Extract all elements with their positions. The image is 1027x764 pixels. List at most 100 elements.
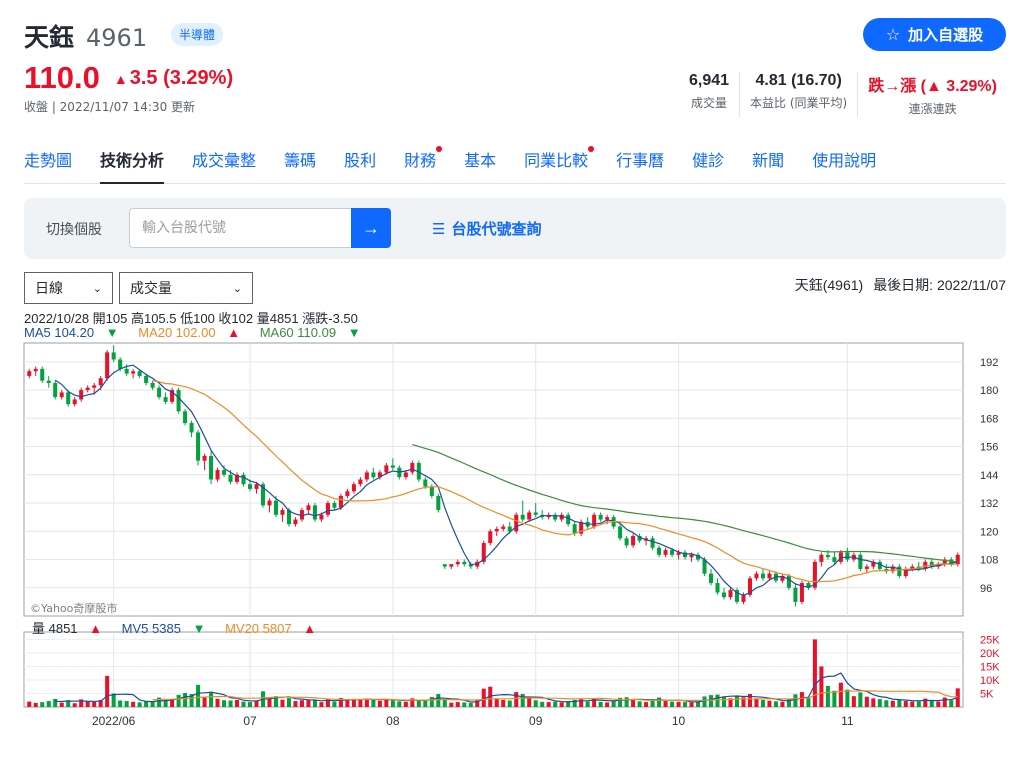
tab-health[interactable]: 健診	[692, 151, 725, 170]
candle-body	[514, 514, 519, 532]
volume-bar	[475, 699, 480, 707]
volume-bar	[494, 698, 499, 707]
tab-peer[interactable]: 同業比較	[524, 146, 595, 184]
candle-body	[572, 524, 577, 534]
candle-body	[267, 500, 272, 506]
volume-bar	[929, 699, 934, 707]
volume-bar	[105, 675, 110, 707]
candle-body	[403, 472, 408, 478]
volume-bar	[936, 701, 941, 707]
candle-body	[163, 397, 168, 402]
price-change-value: 3.5 (3.29%)	[129, 66, 234, 89]
volume-bar	[455, 702, 460, 707]
price-tick-label: 144	[980, 470, 998, 482]
period-select[interactable]: 日線 ⌄	[24, 272, 113, 304]
price-tick-label: 192	[980, 357, 998, 369]
stock-search-input[interactable]	[129, 208, 351, 248]
go-button[interactable]: →	[351, 208, 391, 248]
candle-body	[390, 465, 395, 468]
candle-body	[910, 566, 915, 569]
price-tick-label: 120	[980, 526, 998, 538]
candle-body	[442, 564, 447, 567]
candle-body	[501, 526, 506, 529]
candle-body	[247, 484, 253, 489]
tab-trend[interactable]: 走勢圖	[24, 151, 73, 170]
mv20-legend: MV20 5807 ▲	[225, 621, 324, 636]
candle-body	[286, 510, 291, 525]
volume-bar	[598, 701, 603, 707]
list-icon: ☰	[432, 219, 446, 238]
candle-body	[40, 368, 45, 381]
volume-bar	[611, 700, 616, 707]
volume-bar	[397, 701, 402, 707]
volume-bar	[741, 697, 746, 707]
down-triangle-icon: ▼	[347, 325, 361, 340]
volume-bar	[786, 699, 791, 707]
volume-bar	[46, 701, 51, 707]
candle-body	[144, 375, 149, 384]
volume-bar	[137, 702, 142, 707]
sector-badge[interactable]: 半導體	[171, 23, 224, 46]
ma60-legend: MA60 110.09 ▼	[260, 325, 369, 340]
price-tick-label: 132	[980, 498, 998, 510]
tab-calendar[interactable]: 行事曆	[616, 151, 665, 170]
candle-body	[384, 465, 389, 473]
volume-tick-label: 10K	[980, 675, 1000, 687]
volume-bar	[553, 701, 558, 707]
tab-peer-label: 同業比較	[524, 151, 589, 170]
candle-body	[312, 505, 317, 520]
tab-dividend[interactable]: 股利	[344, 151, 377, 170]
indicator-value: 成交量	[130, 281, 172, 297]
candle-body	[46, 380, 51, 384]
code-lookup-link[interactable]: ☰ 台股代號查詢	[432, 218, 541, 239]
volume-bar	[273, 696, 278, 707]
volume-bar	[624, 697, 629, 707]
tab-technical[interactable]: 技術分析	[100, 150, 165, 184]
tab-chips[interactable]: 籌碼	[284, 151, 317, 170]
tab-basic[interactable]: 基本	[464, 151, 497, 170]
volume-value: 量 4851	[32, 621, 78, 636]
candle-body	[579, 521, 584, 534]
candle-body	[293, 519, 298, 525]
tab-financial[interactable]: 財務	[404, 146, 443, 184]
volume-bar	[644, 702, 649, 707]
candle-body	[150, 383, 155, 388]
tab-trades[interactable]: 成交彙整	[192, 151, 257, 170]
candle-body	[429, 486, 434, 496]
volume-bar	[319, 702, 324, 707]
candle-body	[319, 514, 324, 520]
volume-bar	[488, 686, 493, 707]
volume-tick-label: 25K	[980, 634, 1000, 646]
candle-body	[111, 352, 116, 360]
x-tick-label: 11	[841, 714, 854, 728]
volume-bar	[358, 699, 363, 707]
volume-bar	[897, 699, 902, 707]
tab-help[interactable]: 使用說明	[812, 151, 877, 170]
candle-body	[520, 514, 525, 520]
volume-bar	[514, 692, 519, 707]
volume-bar	[429, 696, 434, 707]
volume-bar	[734, 695, 740, 707]
chart-stock-label: 天鈺(4961)	[794, 277, 864, 293]
candle-body	[176, 390, 181, 412]
add-watchlist-label: 加入自選股	[908, 26, 984, 44]
stats-panel: 6,941 成交量 4.81 (16.70) 本益比 (同業平均) 跌→漲 (▲…	[679, 72, 1007, 117]
volume-legend: 量 4851 ▲ MV5 5385 ▼ MV20 5807 ▲	[32, 618, 332, 637]
stat-streak: 跌→漲 (▲ 3.29%) 連漲連跌	[857, 72, 1007, 117]
candle-body	[410, 463, 415, 473]
volume-bar	[254, 700, 259, 707]
add-watchlist-button[interactable]: ☆ 加入自選股	[863, 18, 1006, 51]
volume-bar	[696, 701, 701, 707]
volume-bar	[754, 698, 759, 707]
volume-bar	[949, 700, 954, 707]
stat-label: 連漲連跌	[908, 102, 957, 116]
volume-bar	[910, 701, 915, 707]
tab-news[interactable]: 新聞	[752, 151, 785, 170]
candle-body	[235, 474, 240, 482]
candle-body	[877, 561, 882, 569]
chart-last-date: 最後日期: 2022/11/07	[873, 277, 1006, 293]
indicator-select[interactable]: 成交量 ⌄	[119, 272, 253, 304]
volume-bar	[312, 700, 317, 707]
price-tick-label: 180	[980, 385, 998, 397]
